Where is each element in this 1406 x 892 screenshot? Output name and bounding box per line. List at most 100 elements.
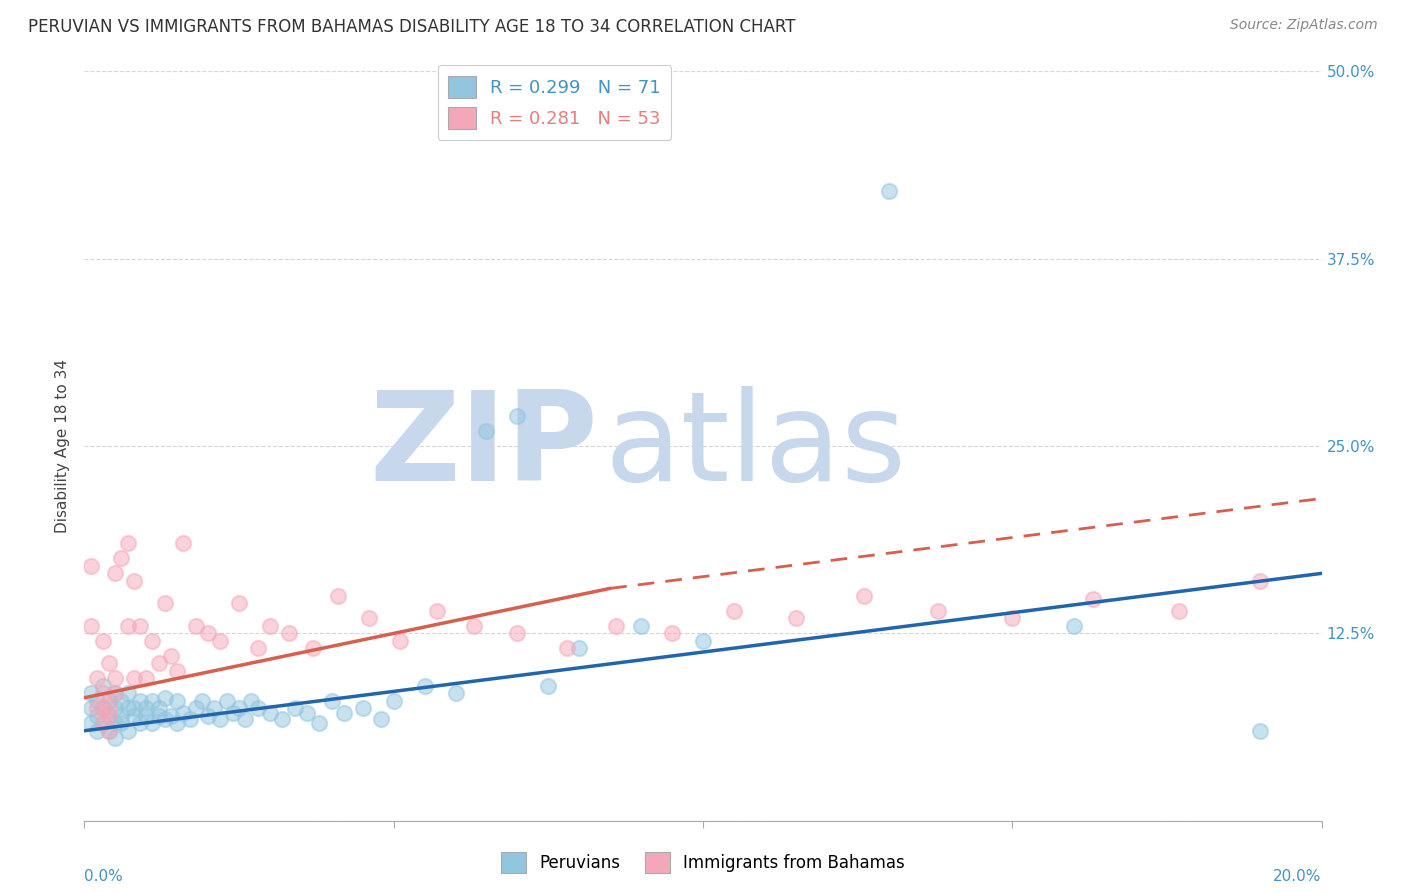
Point xyxy=(166,694,188,708)
Point xyxy=(259,619,281,633)
Point xyxy=(98,723,121,738)
Point xyxy=(463,619,485,633)
Point xyxy=(246,641,269,656)
Point xyxy=(166,664,188,678)
Point xyxy=(233,712,256,726)
Point xyxy=(117,619,139,633)
Point xyxy=(79,619,101,633)
Point xyxy=(160,648,183,663)
Point xyxy=(382,694,405,708)
Point xyxy=(141,694,163,708)
Point xyxy=(284,701,307,715)
Point xyxy=(506,409,529,423)
Point xyxy=(197,708,219,723)
Point xyxy=(91,701,114,715)
Text: 20.0%: 20.0% xyxy=(1274,870,1322,884)
Point xyxy=(555,641,578,656)
Point xyxy=(1249,574,1271,588)
Point xyxy=(184,619,207,633)
Y-axis label: Disability Age 18 to 34: Disability Age 18 to 34 xyxy=(55,359,70,533)
Point xyxy=(259,706,281,720)
Point xyxy=(1249,723,1271,738)
Point xyxy=(271,712,294,726)
Point xyxy=(153,712,176,726)
Point xyxy=(91,679,114,693)
Point xyxy=(326,589,349,603)
Point xyxy=(148,657,170,671)
Point xyxy=(79,686,101,700)
Point xyxy=(426,604,449,618)
Point xyxy=(160,708,183,723)
Point xyxy=(117,701,139,715)
Point xyxy=(153,596,176,610)
Point xyxy=(98,701,121,715)
Point xyxy=(104,671,127,685)
Point xyxy=(122,574,145,588)
Point xyxy=(86,701,108,715)
Point xyxy=(122,671,145,685)
Point xyxy=(197,626,219,640)
Legend: R = 0.299   N = 71, R = 0.281   N = 53: R = 0.299 N = 71, R = 0.281 N = 53 xyxy=(437,65,672,140)
Point xyxy=(222,706,245,720)
Point xyxy=(1168,604,1191,618)
Point xyxy=(1063,619,1085,633)
Point xyxy=(98,723,121,738)
Point xyxy=(246,701,269,715)
Point xyxy=(475,424,498,438)
Point xyxy=(388,633,411,648)
Point xyxy=(110,708,132,723)
Point xyxy=(129,716,152,731)
Point xyxy=(692,633,714,648)
Point xyxy=(104,701,127,715)
Point xyxy=(333,706,356,720)
Point xyxy=(228,701,250,715)
Point xyxy=(537,679,560,693)
Point xyxy=(98,657,121,671)
Point xyxy=(79,558,101,573)
Point xyxy=(86,694,108,708)
Point xyxy=(110,694,132,708)
Point xyxy=(110,551,132,566)
Point xyxy=(110,716,132,731)
Point xyxy=(228,596,250,610)
Point xyxy=(202,701,225,715)
Point xyxy=(148,701,170,715)
Legend: Peruvians, Immigrants from Bahamas: Peruvians, Immigrants from Bahamas xyxy=(494,846,912,880)
Point xyxy=(86,671,108,685)
Point xyxy=(104,566,127,581)
Point xyxy=(568,641,591,656)
Point xyxy=(1001,611,1024,625)
Point xyxy=(104,686,127,700)
Point xyxy=(1081,591,1104,606)
Point xyxy=(209,633,232,648)
Point xyxy=(104,731,127,746)
Point xyxy=(191,694,214,708)
Point xyxy=(785,611,807,625)
Point xyxy=(122,708,145,723)
Text: PERUVIAN VS IMMIGRANTS FROM BAHAMAS DISABILITY AGE 18 TO 34 CORRELATION CHART: PERUVIAN VS IMMIGRANTS FROM BAHAMAS DISA… xyxy=(28,18,796,36)
Point xyxy=(117,686,139,700)
Point xyxy=(927,604,949,618)
Text: atlas: atlas xyxy=(605,385,905,507)
Point xyxy=(91,716,114,731)
Point xyxy=(86,723,108,738)
Point xyxy=(209,712,232,726)
Point xyxy=(506,626,529,640)
Point xyxy=(179,712,201,726)
Point xyxy=(240,694,263,708)
Point xyxy=(444,686,467,700)
Point xyxy=(98,708,121,723)
Point xyxy=(172,706,194,720)
Point xyxy=(661,626,683,640)
Point xyxy=(91,716,114,731)
Point xyxy=(135,701,157,715)
Point xyxy=(129,619,152,633)
Point xyxy=(352,701,374,715)
Point xyxy=(605,619,627,633)
Point xyxy=(91,633,114,648)
Point xyxy=(129,694,152,708)
Point xyxy=(104,686,127,700)
Point xyxy=(166,716,188,731)
Point xyxy=(79,701,101,715)
Point xyxy=(172,536,194,550)
